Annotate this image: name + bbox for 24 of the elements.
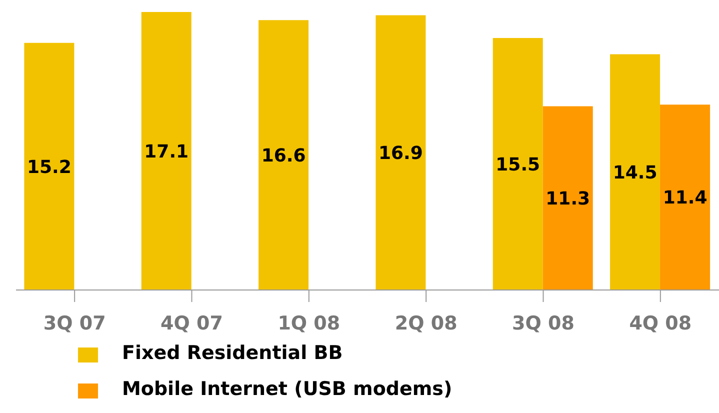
bar	[542, 106, 593, 290]
x-tick-label: 3Q 07	[43, 312, 106, 334]
bar	[376, 15, 426, 290]
data-label: 11.3	[546, 188, 590, 210]
data-label: 11.4	[662, 188, 708, 209]
x-tick-label: 4Q 08	[629, 312, 692, 334]
data-label: 17.1	[144, 141, 189, 162]
x-tick-label: 1Q 08	[278, 312, 340, 334]
x-tick-label: 2Q 08	[394, 312, 458, 334]
bar	[24, 42, 74, 290]
legend-label: Fixed Residential BB	[122, 342, 343, 364]
data-label: 16.9	[378, 143, 423, 164]
bar	[258, 20, 309, 290]
data-label: 15.5	[496, 154, 540, 176]
bar	[660, 104, 710, 290]
bar	[610, 54, 660, 290]
data-label: 14.5	[612, 162, 658, 184]
x-tick-label: 3Q 08	[512, 312, 574, 334]
bar	[492, 38, 543, 290]
bar	[141, 12, 192, 290]
x-tick-label: 4Q 07	[160, 312, 223, 334]
data-label: 15.2	[26, 156, 72, 178]
data-label: 16.6	[261, 145, 306, 166]
legend-label: Mobile Internet (USB modems)	[122, 378, 452, 400]
